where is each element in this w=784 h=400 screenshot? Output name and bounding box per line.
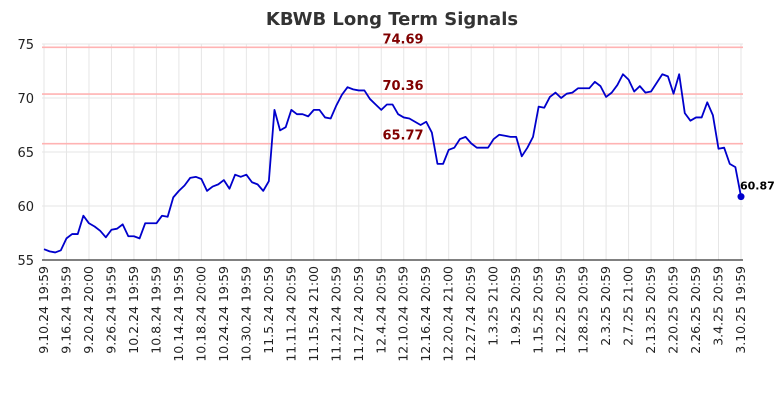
x-tick-label: 2.26.25 20:59 <box>688 266 703 354</box>
x-tick-label: 12.10.24 20:59 <box>396 266 411 362</box>
x-tick-label: 1.22.25 20:59 <box>553 266 568 354</box>
x-tick-label: 1.3.25 21:00 <box>486 266 501 346</box>
signal-levels: 74.69 70.36 65.77 <box>42 32 743 145</box>
x-tick-label: 10.2.24 19:59 <box>126 266 141 354</box>
chart-title: KBWB Long Term Signals <box>266 9 518 30</box>
x-tick-label: 12.4.24 20:59 <box>373 266 388 354</box>
x-tick-label: 10.30.24 19:59 <box>238 266 253 362</box>
y-tick-label: 65 <box>17 146 34 161</box>
x-tick-label: 11.5.24 20:59 <box>261 266 276 354</box>
price-series: 60.87 <box>43 73 775 254</box>
y-tick-label: 55 <box>17 254 34 269</box>
x-tick-label: 11.11.24 20:59 <box>283 266 298 362</box>
x-tick-label: 12.20.24 21:00 <box>441 266 456 362</box>
x-tick-label: 12.16.24 20:59 <box>418 266 433 362</box>
x-tick-label: 10.8.24 19:59 <box>148 266 163 354</box>
x-tick-label: 11.15.24 21:00 <box>306 266 321 362</box>
y-tick-label: 75 <box>17 38 34 53</box>
level-label: 70.36 <box>382 79 423 94</box>
y-tick-label: 70 <box>17 92 34 107</box>
level-label: 65.77 <box>382 129 423 144</box>
x-tick-label: 3.4.25 20:59 <box>711 266 726 346</box>
level-label: 74.69 <box>382 32 423 47</box>
x-tick-label: 1.9.25 20:59 <box>508 266 523 346</box>
x-tick-label: 9.20.24 20:00 <box>81 266 96 354</box>
last-point-marker <box>737 193 745 201</box>
y-tick-label: 60 <box>17 200 34 215</box>
axes: 55 60 65 70 75 9.10.24 19:59 9.16.24 19:59 9.20… <box>17 38 748 362</box>
x-tick-label: 10.14.24 19:59 <box>171 266 186 362</box>
x-tick-label: 1.15.25 20:59 <box>531 266 546 354</box>
last-point-label: 60.87 <box>740 180 775 193</box>
x-tick-label: 11.21.24 20:59 <box>328 266 343 362</box>
grid <box>42 43 743 261</box>
x-tick-label: 9.10.24 19:59 <box>36 266 51 354</box>
x-tick-label: 12.27.24 20:59 <box>463 266 478 362</box>
x-tick-label: 10.18.24 20:00 <box>193 266 208 362</box>
x-tick-label: 9.26.24 19:59 <box>103 266 118 354</box>
x-tick-label: 2.7.25 21:00 <box>621 266 636 346</box>
x-tick-label: 11.27.24 20:59 <box>351 266 366 362</box>
x-tick-label: 1.28.25 20:59 <box>576 266 591 354</box>
x-tick-label: 2.20.25 20:59 <box>666 266 681 354</box>
x-tick-label: 10.24.24 19:59 <box>216 266 231 362</box>
x-tick-label: 3.10.25 19:59 <box>733 266 748 354</box>
x-tick-label: 2.13.25 20:59 <box>643 266 658 354</box>
x-tick-label: 9.16.24 19:59 <box>58 266 73 354</box>
x-tick-label: 2.3.25 20:59 <box>598 266 613 346</box>
series-line <box>43 73 742 254</box>
